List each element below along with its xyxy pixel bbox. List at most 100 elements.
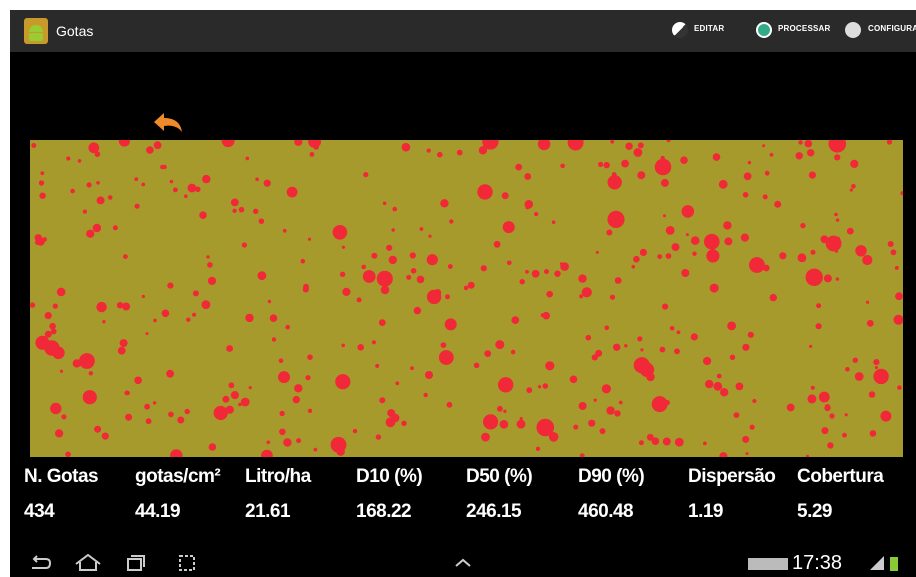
droplet (846, 227, 854, 235)
droplet (716, 373, 722, 379)
process-action[interactable]: PROCESSAR (778, 24, 831, 33)
droplet (371, 340, 376, 345)
droplet (690, 236, 700, 245)
droplet (663, 214, 666, 218)
droplet (852, 357, 858, 363)
droplet (895, 292, 903, 301)
droplet (818, 391, 830, 403)
droplet (579, 294, 584, 299)
droplet (296, 438, 302, 444)
droplet (278, 358, 284, 363)
droplet (222, 395, 230, 403)
droplet (749, 257, 765, 273)
droplet (536, 418, 555, 437)
droplet (676, 330, 681, 335)
droplet (665, 253, 672, 259)
droplet (96, 301, 107, 313)
droplet (606, 406, 615, 415)
droplet (747, 331, 754, 338)
droplet (42, 237, 47, 242)
droplet (56, 287, 66, 297)
droplet (614, 277, 622, 284)
droplet (116, 302, 124, 309)
result-header: N. Gotas (24, 466, 99, 487)
droplet (65, 451, 71, 457)
home-nav[interactable] (75, 553, 101, 571)
battery-icon (890, 557, 898, 571)
droplet (719, 452, 728, 457)
droplet (662, 303, 669, 310)
result-value: 460.48 (578, 501, 634, 522)
droplet (225, 405, 234, 414)
nav-bar: 17:38 (10, 548, 916, 577)
droplet (633, 255, 640, 263)
droplet (782, 253, 786, 257)
droplet (294, 140, 303, 146)
droplet (50, 402, 62, 415)
droplet (743, 172, 752, 181)
droplet (801, 257, 806, 262)
droplet (123, 254, 128, 259)
droplet (560, 163, 565, 169)
droplet (401, 142, 411, 152)
droplet (581, 287, 592, 298)
droplet (52, 303, 58, 309)
droplet (125, 413, 133, 421)
droplet (609, 294, 616, 300)
droplet (173, 187, 178, 193)
droplet (226, 345, 234, 352)
droplet (633, 148, 643, 157)
droplet (426, 148, 431, 153)
droplet (625, 142, 633, 150)
edit-action[interactable]: EDITAR (694, 24, 725, 33)
droplet (445, 294, 450, 300)
droplet (199, 211, 207, 219)
droplet (752, 398, 757, 404)
droplet (361, 264, 367, 270)
back-button[interactable] (150, 110, 190, 136)
droplet (426, 254, 438, 266)
edit-icon[interactable] (672, 22, 688, 38)
droplet (371, 252, 378, 259)
droplet (258, 218, 265, 224)
droplet (362, 270, 376, 283)
droplet (873, 359, 880, 366)
droplet (866, 300, 870, 304)
droplet (356, 297, 362, 303)
menu-nav[interactable] (455, 558, 471, 567)
back-nav[interactable] (32, 555, 52, 569)
droplet (588, 419, 596, 427)
droplet (330, 436, 347, 453)
droplet (501, 192, 509, 200)
droplet (409, 252, 416, 259)
droplet (671, 243, 680, 252)
droplet (94, 151, 101, 157)
droplet (810, 385, 815, 390)
app-icon (24, 18, 48, 44)
droplet (681, 205, 695, 218)
settings-icon[interactable] (845, 22, 861, 38)
droplet (613, 343, 621, 351)
droplet (742, 435, 750, 443)
result-header: gotas/cm² (135, 466, 221, 487)
droplet (607, 210, 625, 228)
process-icon[interactable] (756, 22, 772, 38)
screenshot-nav[interactable] (179, 555, 195, 571)
droplet (542, 311, 550, 320)
droplet (230, 391, 239, 400)
notification-icons (748, 558, 788, 570)
droplet (379, 397, 386, 404)
droplet (548, 432, 559, 442)
droplet (82, 390, 97, 405)
droplet (31, 143, 37, 148)
droplet (868, 391, 876, 398)
recent-nav[interactable] (127, 558, 142, 571)
droplet (59, 369, 64, 373)
droplet (92, 223, 102, 233)
droplet (525, 269, 529, 274)
droplet (762, 194, 768, 200)
result-value: 5.29 (797, 501, 832, 522)
droplet (542, 383, 549, 389)
settings-action[interactable]: CONFIGURAR (868, 24, 916, 33)
